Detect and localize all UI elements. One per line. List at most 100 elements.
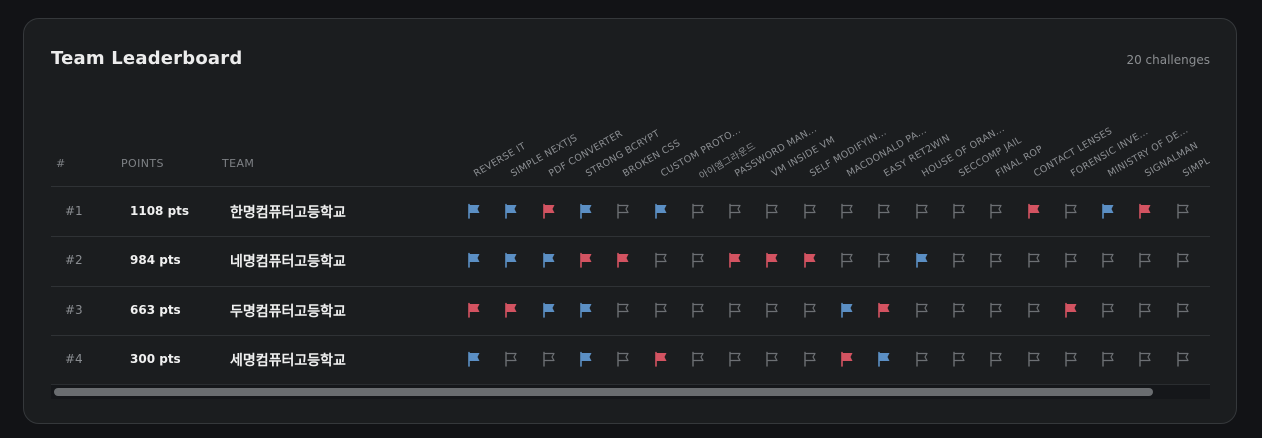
empty-flag-icon [764,203,780,219]
row-divider [51,334,1210,336]
empty-flag-icon [653,302,669,318]
red-flag-icon [1026,203,1042,219]
empty-flag-icon [727,203,743,219]
leaderboard-card [23,18,1237,424]
blue-flag-icon [503,203,519,219]
empty-flag-icon [951,302,967,318]
blue-flag-icon [578,203,594,219]
empty-flag-icon [802,351,818,367]
blue-flag-icon [503,252,519,269]
empty-flag-icon [988,203,1004,219]
empty-flag-icon [802,302,818,318]
empty-flag-icon [727,351,743,367]
empty-flag-icon [1026,302,1042,318]
empty-flag-icon [1100,302,1116,318]
horizontal-scrollbar[interactable] [51,384,1210,399]
row-divider [51,236,1210,238]
blue-flag-icon [839,302,855,318]
red-flag-icon [541,203,557,219]
empty-flag-icon [541,351,557,367]
red-flag-icon [1137,203,1153,219]
blue-flag-icon [914,252,930,269]
empty-flag-icon [1063,203,1079,219]
empty-flag-icon [802,203,818,219]
empty-flag-icon [1100,252,1116,268]
red-flag-icon [764,252,780,269]
table-row: #3 663 pts 두명컴퓨터고등학교 [51,286,1210,335]
blue-flag-icon [876,351,892,367]
team-name[interactable]: 세명컴퓨터고등학교 [230,352,346,369]
rank-cell: #1 [65,204,83,218]
empty-flag-icon [988,302,1004,318]
red-flag-icon [653,351,669,367]
empty-flag-icon [951,203,967,219]
empty-flag-icon [951,252,967,268]
team-name[interactable]: 네명컴퓨터고등학교 [230,254,346,271]
scrollbar-thumb[interactable] [54,388,1153,396]
challenge-count: 20 challenges [1126,53,1210,67]
red-flag-icon [727,252,743,269]
blue-flag-icon [541,252,557,269]
empty-flag-icon [1137,351,1153,367]
empty-flag-icon [1100,351,1116,367]
empty-flag-icon [615,302,631,318]
header-divider [51,186,1210,187]
rank-cell: #2 [65,253,83,268]
empty-flag-icon [914,351,930,367]
empty-flag-icon [615,203,631,219]
points-column-header: POINTS [121,157,164,170]
red-flag-icon [876,302,892,318]
red-flag-icon [1063,302,1079,318]
blue-flag-icon [578,302,594,318]
points-cell: 663 pts [130,302,181,317]
rank-cell: #3 [65,302,83,317]
empty-flag-icon [1175,252,1191,268]
empty-flag-icon [1137,252,1153,268]
empty-flag-icon [615,351,631,367]
rank-cell: #4 [65,351,83,366]
empty-flag-icon [1175,302,1191,318]
red-flag-icon [802,252,818,269]
red-flag-icon [839,351,855,367]
empty-flag-icon [1063,351,1079,367]
empty-flag-icon [839,252,855,268]
red-flag-icon [503,302,519,318]
empty-flag-icon [690,252,706,268]
blue-flag-icon [541,302,557,318]
empty-flag-icon [839,203,855,219]
table-row: #4 300 pts 세명컴퓨터고등학교 [51,335,1210,384]
row-divider [51,285,1210,287]
red-flag-icon [578,252,594,269]
table-row: #2 984 pts 네명컴퓨터고등학교 [51,236,1210,285]
empty-flag-icon [690,203,706,219]
team-column-header: TEAM [222,157,255,170]
empty-flag-icon [690,302,706,318]
leaderboard-table: # POINTS TEAM REVERSE IT SIMPLE NEXTJS PDF… [51,100,1210,399]
blue-flag-icon [578,351,594,367]
empty-flag-icon [876,203,892,219]
blue-flag-icon [466,203,482,219]
blue-flag-icon [653,203,669,219]
empty-flag-icon [1137,302,1153,318]
team-name[interactable]: 두명컴퓨터고등학교 [230,303,346,320]
points-cell: 1108 pts [130,204,190,218]
empty-flag-icon [690,351,706,367]
points-cell: 300 pts [130,351,181,366]
empty-flag-icon [951,351,967,367]
rank-column-header: # [56,157,66,170]
empty-flag-icon [1175,203,1191,219]
empty-flag-icon [876,252,892,268]
red-flag-icon [615,252,631,269]
red-flag-icon [466,302,482,318]
blue-flag-icon [466,351,482,367]
empty-flag-icon [1175,351,1191,367]
blue-flag-icon [466,252,482,269]
empty-flag-icon [988,252,1004,268]
empty-flag-icon [1063,252,1079,268]
empty-flag-icon [914,203,930,219]
empty-flag-icon [988,351,1004,367]
team-name[interactable]: 한명컴퓨터고등학교 [230,205,346,221]
page-title: Team Leaderboard [51,48,243,69]
empty-flag-icon [727,302,743,318]
table-row: #1 1108 pts 한명컴퓨터고등학교 [51,187,1210,236]
